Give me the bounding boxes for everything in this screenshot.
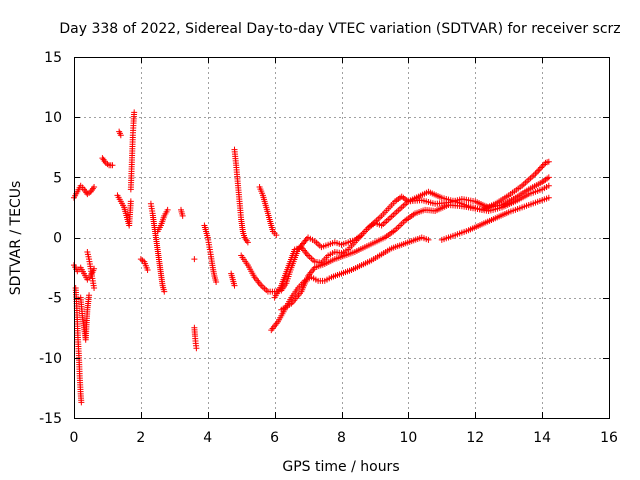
x-axis-label: GPS time / hours [282, 459, 399, 475]
y-tick-label: -10 [39, 351, 62, 367]
data-point [86, 292, 93, 299]
series-track-13 [178, 206, 186, 219]
x-tick-label: 16 [600, 430, 618, 446]
data-point [164, 206, 171, 213]
x-tick-label: 2 [136, 430, 145, 446]
data-point [131, 109, 138, 116]
data-point [213, 279, 220, 286]
y-tick-label: 10 [44, 110, 62, 126]
y-axis-label: SDTVAR / TECUs [8, 181, 24, 296]
x-tick-labels: 0 2 4 6 8 10 12 14 16 [70, 430, 618, 446]
series-track-11 [147, 200, 168, 295]
series-track-8 [114, 192, 134, 229]
x-tick-label: 12 [466, 430, 484, 446]
data-point [161, 288, 168, 295]
x-tick-label: 6 [270, 430, 279, 446]
series-track-14 [191, 324, 200, 352]
series-track-9 [127, 109, 138, 193]
x-tick-label: 10 [399, 430, 417, 446]
data-point [533, 169, 540, 176]
data-point [545, 158, 552, 165]
y-tick-label: 5 [53, 170, 62, 186]
data-point [179, 212, 186, 219]
x-tick-label: 8 [337, 430, 346, 446]
data-point [539, 162, 546, 169]
series-track-5 [84, 248, 98, 292]
data-point [536, 166, 543, 173]
data-point [193, 345, 200, 352]
series-track-23 [278, 182, 552, 313]
data-point [109, 162, 116, 169]
y-tick-label: 15 [44, 50, 62, 66]
series-track-15 [191, 256, 198, 263]
data-point [244, 239, 251, 246]
data-point [78, 399, 85, 406]
series-track-3 [72, 285, 85, 406]
series-track-18 [231, 146, 251, 246]
x-tick-label: 0 [70, 430, 79, 446]
data-point [545, 182, 552, 189]
series-track-19 [256, 183, 280, 239]
data-point [117, 132, 124, 139]
data-point [91, 183, 98, 190]
data-point [191, 256, 198, 263]
series-track-17 [228, 270, 238, 289]
series-track-12 [154, 206, 171, 235]
series-track-10 [137, 256, 151, 273]
data-point [535, 167, 542, 174]
y-tick-label: -5 [48, 291, 62, 307]
series-track-4 [77, 292, 93, 343]
chart-title: Day 338 of 2022, Sidereal Day-to-day VTE… [59, 21, 620, 37]
series-track-22 [268, 234, 432, 334]
series-track-16 [201, 222, 220, 286]
data-points [71, 109, 552, 406]
series-track-21 [271, 174, 552, 301]
x-tick-label: 14 [533, 430, 551, 446]
series-track-6 [99, 155, 116, 169]
data-point [127, 198, 134, 205]
grid-layer [74, 57, 609, 418]
data-point [273, 232, 280, 239]
y-tick-label: -15 [39, 411, 62, 427]
data-point [91, 285, 98, 292]
y-tick-label: 0 [53, 231, 62, 247]
x-tick-label: 4 [203, 430, 212, 446]
data-point [545, 194, 552, 201]
data-point [538, 164, 545, 171]
data-point [144, 266, 151, 273]
y-tick-labels: -15 -10 -5 0 5 10 15 [39, 50, 62, 427]
series-track-7 [116, 128, 124, 139]
series-track-24 [438, 194, 552, 243]
series-track-1 [71, 182, 98, 201]
data-point [231, 282, 238, 289]
ticks-layer [74, 57, 610, 419]
data-point [545, 174, 552, 181]
data-point [425, 236, 432, 243]
